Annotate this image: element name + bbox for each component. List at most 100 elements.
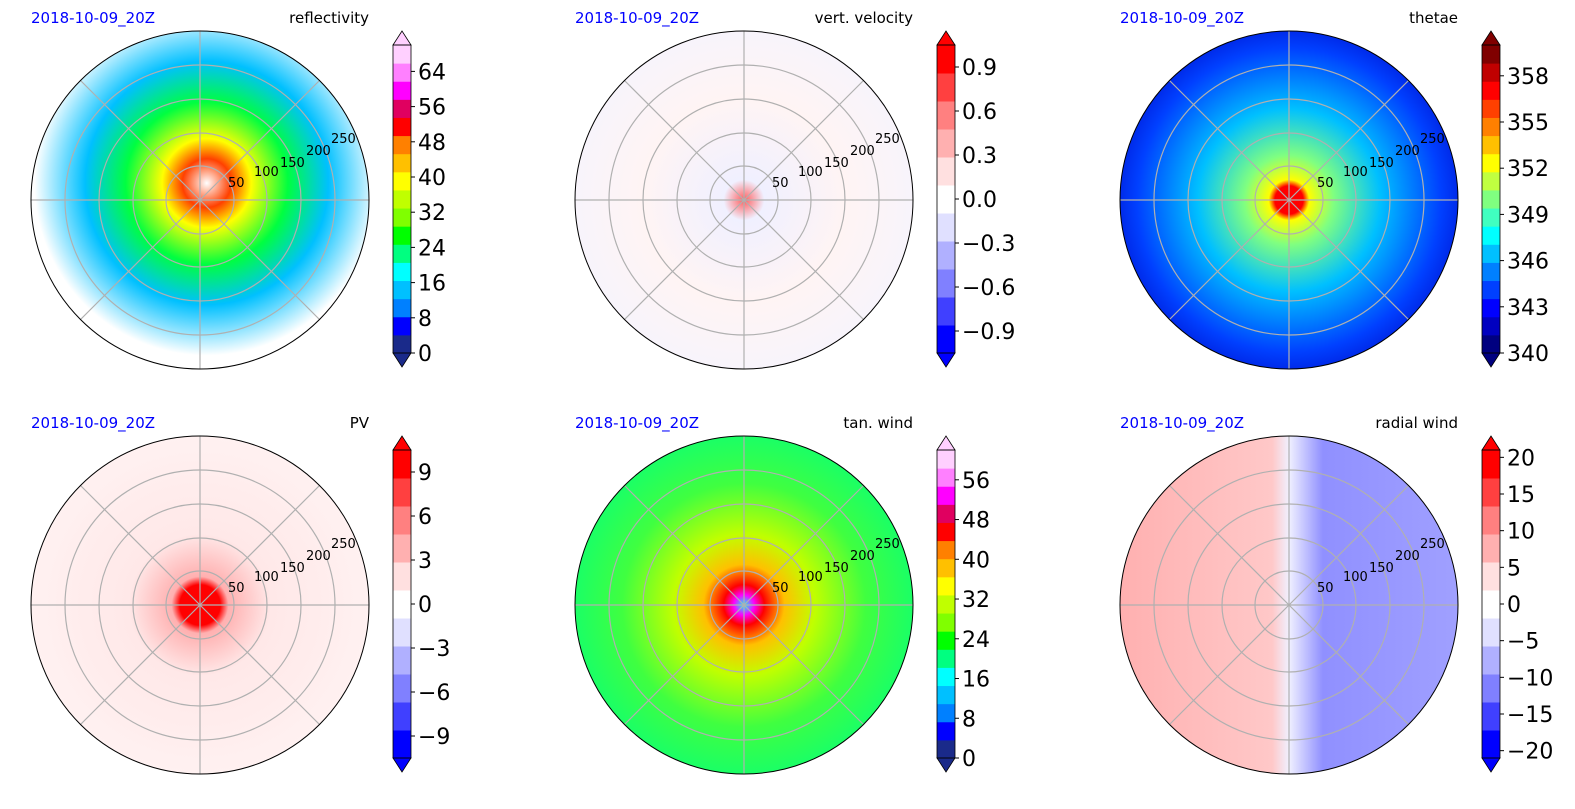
colorbar-segment — [1482, 208, 1500, 227]
colorbar: 0 8 16 24 32 40 48 56 64 — [392, 30, 446, 368]
colorbar-segment — [937, 297, 955, 326]
colorbar-segment — [393, 171, 411, 191]
colorbar-tick-label: 355 — [1507, 111, 1549, 136]
date-label: 2018-10-09_20Z — [31, 414, 155, 433]
grid-spoke — [1169, 485, 1290, 606]
colorbar-segment — [1482, 226, 1500, 245]
colorbar-segment — [393, 45, 411, 64]
ring-label: 150 — [824, 561, 849, 576]
colorbar-tick-label: 15 — [1507, 483, 1535, 508]
ring-label: 200 — [1395, 144, 1420, 159]
ring-label: 200 — [850, 144, 875, 159]
ring-label: 250 — [1420, 132, 1445, 147]
colorbar-segment — [1482, 646, 1500, 675]
colorbar-segment — [393, 226, 411, 245]
colorbar-extend-min — [1481, 352, 1501, 368]
ring-label: 150 — [1369, 156, 1394, 171]
date-label: 2018-10-09_20Z — [1120, 414, 1244, 433]
polar-frame — [1119, 435, 1459, 775]
ring-label: 150 — [824, 156, 849, 171]
colorbar-tick-label: 5 — [1507, 556, 1521, 581]
colorbar-tick-label: 0 — [962, 747, 976, 772]
colorbar-segment — [393, 674, 411, 703]
colorbar-extend-min — [392, 352, 412, 368]
colorbar-segment — [937, 486, 955, 505]
grid-spoke — [80, 80, 201, 201]
grid-spoke — [624, 199, 745, 320]
grid-spoke — [80, 604, 201, 725]
colorbar-segment — [1482, 63, 1500, 82]
colorbar-segment — [937, 468, 955, 487]
colorbar-segment — [1482, 334, 1500, 354]
colorbar-tick-label: 0.3 — [962, 144, 997, 169]
colorbar-segment — [937, 558, 955, 578]
ring-label: 100 — [254, 570, 279, 585]
grid-spoke — [80, 199, 201, 320]
ring-label: 100 — [798, 165, 823, 180]
colorbar-extend-max — [936, 435, 956, 451]
colorbar-segment — [937, 185, 955, 214]
colorbar-tick-label: 352 — [1507, 157, 1549, 182]
colorbar-segment — [937, 73, 955, 102]
grid-spoke — [199, 604, 320, 725]
colorbar-tick-label: 40 — [418, 166, 446, 191]
colorbar-tick-label: 24 — [962, 628, 990, 653]
colorbar-tick-label: 0.0 — [962, 188, 997, 213]
colorbar-segment — [937, 504, 955, 523]
grid-spoke — [1169, 80, 1290, 201]
colorbar-segment — [393, 478, 411, 507]
colorbar-segment — [393, 135, 411, 155]
ring-label: 200 — [1395, 549, 1420, 564]
colorbar-tick-label: 40 — [962, 548, 990, 573]
colorbar-segment — [937, 576, 955, 596]
colorbar-tick-label: −0.6 — [962, 276, 1015, 301]
colorbar-tick-label: −6 — [418, 681, 450, 706]
colorbar-segment — [393, 117, 411, 137]
colorbar-tick-label: 56 — [418, 96, 446, 121]
ring-label: 50 — [772, 581, 789, 596]
colorbar-tick-label: 48 — [418, 131, 446, 156]
variable-title: tan. wind — [843, 414, 913, 432]
colorbar-tick-label: 3 — [418, 549, 432, 574]
colorbar-segment — [937, 522, 955, 542]
variable-title: reflectivity — [289, 9, 369, 27]
colorbar-extend-max — [936, 30, 956, 46]
colorbar-tick-label: 32 — [962, 588, 990, 613]
grid-spoke — [743, 485, 864, 606]
colorbar-tick-label: 0 — [418, 593, 432, 618]
colorbar-tick-label: 8 — [418, 307, 432, 332]
colorbar-frame — [392, 44, 412, 354]
colorbar-segment — [937, 45, 955, 74]
ring-label: 150 — [1369, 561, 1394, 576]
date-label: 2018-10-09_20Z — [1120, 9, 1244, 28]
ring-label: 50 — [1317, 581, 1334, 596]
ring-label: 150 — [280, 561, 305, 576]
colorbar-segment — [393, 702, 411, 731]
colorbar-segment — [393, 63, 411, 82]
colorbar-tick-label: 64 — [418, 60, 446, 85]
colorbar-segment — [1482, 590, 1500, 619]
polar-frame — [574, 435, 914, 775]
colorbar-tick-label: 48 — [962, 509, 990, 534]
colorbar-segment — [937, 157, 955, 186]
ring-label: 100 — [798, 570, 823, 585]
grid-spoke — [199, 485, 320, 606]
colorbar-tick-label: −9 — [418, 725, 450, 750]
colorbar-tick-label: 0 — [1507, 593, 1521, 618]
colorbar-tick-label: 10 — [1507, 520, 1535, 545]
colorbar-segment — [937, 739, 955, 759]
date-label: 2018-10-09_20Z — [575, 414, 699, 433]
colorbar: −20 −15 −10 −5 0 5 10 15 20 — [1481, 435, 1553, 773]
colorbar-tick-label: 32 — [418, 201, 446, 226]
colorbar-tick-label: 9 — [418, 461, 432, 486]
grid-spoke — [1288, 485, 1409, 606]
colorbar-segment — [1482, 562, 1500, 591]
colorbar-segment — [937, 450, 955, 469]
colorbar: −0.9 −0.6 −0.3 0.0 0.3 0.6 0.9 — [936, 30, 1015, 368]
colorbar-tick-label: 358 — [1507, 65, 1549, 90]
colorbar-segment — [1482, 117, 1500, 137]
